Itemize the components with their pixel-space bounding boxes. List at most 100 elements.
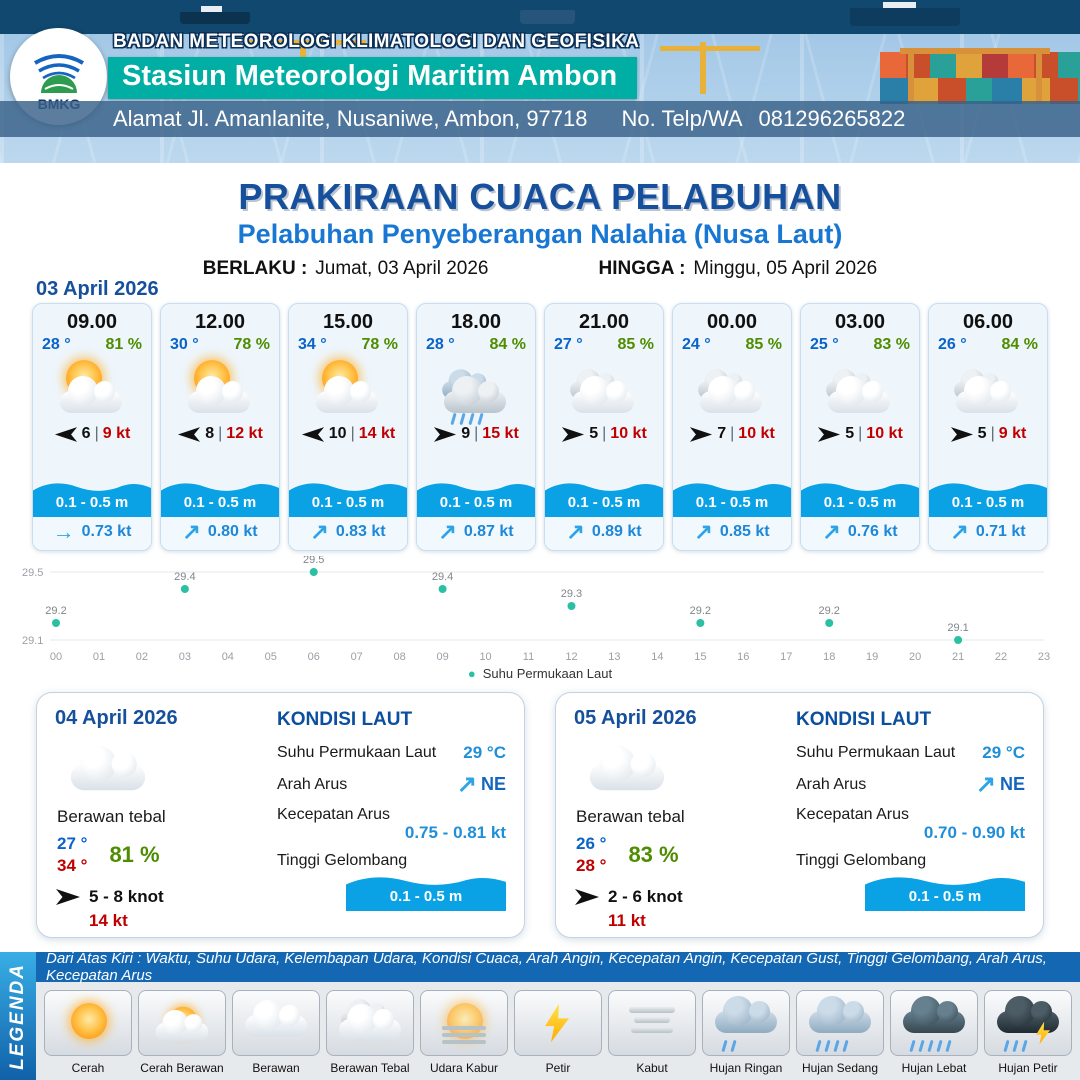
wave-height: 0.1 - 0.5 m	[545, 494, 663, 517]
svg-text:29.4: 29.4	[432, 571, 453, 583]
temp-max: 28 °	[576, 856, 607, 875]
current-row: ↗ 0.80 kt	[161, 517, 279, 550]
gust-speed: 9 kt	[102, 425, 131, 442]
sea-condition-title: KONDISI LAUT	[277, 709, 413, 730]
wind-direction-icon	[950, 426, 973, 442]
air-temperature: 34 °	[298, 336, 327, 353]
station-name: Stasiun Meteorologi Maritim Ambon	[108, 57, 638, 99]
wave-height: 0.1 - 0.5 m	[417, 494, 535, 517]
current-speed: 0.76 kt	[847, 523, 898, 540]
air-temperature: 26 °	[938, 336, 967, 353]
air-temperature: 27 °	[554, 336, 583, 353]
wave-height: 0.1 - 0.5 m	[801, 494, 919, 517]
legend-item-petir: Petir	[514, 990, 602, 1075]
svg-text:19: 19	[866, 651, 878, 663]
svg-text:09: 09	[436, 651, 448, 663]
current-speed-label: Kecepatan Arus	[796, 806, 909, 823]
air-temperature: 30 °	[170, 336, 199, 353]
wind-direction-icon	[575, 889, 599, 905]
berlaku-date: Jumat, 03 April 2026	[315, 258, 489, 279]
wind-speed: 6	[81, 425, 91, 442]
current-speed-label: Kecepatan Arus	[277, 806, 390, 823]
thick-cloud-icon	[335, 997, 405, 1049]
svg-text:11: 11	[523, 651, 534, 663]
humidity: 84 %	[489, 336, 526, 353]
svg-text:14: 14	[651, 651, 663, 663]
wave-crest-icon	[801, 483, 919, 494]
svg-text:23: 23	[1038, 651, 1050, 663]
separator: |	[730, 425, 735, 442]
moderate-rain-icon	[805, 996, 875, 1053]
gust-speed: 14 kt	[358, 425, 396, 442]
sst-value: 29 °C	[463, 743, 506, 762]
svg-text:29.4: 29.4	[174, 571, 195, 583]
current-row: ↗ 0.87 kt	[417, 517, 535, 550]
phone-label: No. Telp/WA	[621, 106, 743, 131]
wave-height: 0.1 - 0.5 m	[161, 494, 279, 517]
wave-crest-icon	[161, 483, 279, 494]
current-speed: 0.89 kt	[591, 523, 642, 540]
daily-forecast-row: 04 April 2026 Berawan tebal 27 ° 34 ° 81…	[36, 692, 1044, 938]
daily-humidity: 83 %	[628, 842, 679, 867]
wave-height-band: 0.1 - 0.5 m	[346, 874, 506, 911]
daily-gust: 11 kt	[608, 911, 646, 930]
current-direction-icon: ↗	[975, 770, 996, 798]
current-speed: 0.85 kt	[719, 523, 770, 540]
wave-height-band: 0.1 - 0.5 m	[289, 480, 407, 517]
svg-text:20: 20	[909, 651, 921, 663]
daily-wind-speed: 2 - 6 knot	[608, 887, 683, 906]
separator: |	[94, 425, 99, 442]
wind-row: 5 | 10 kt	[561, 425, 647, 443]
svg-text:29.1: 29.1	[947, 622, 968, 634]
wave-height-label: Tinggi Gelombang	[277, 852, 408, 869]
legend-title-band: LEGENDA	[0, 952, 36, 1080]
forecast-time: 15.00	[322, 311, 374, 333]
forecast-time: 09.00	[66, 311, 118, 333]
humidity: 85 %	[617, 336, 654, 353]
svg-text:03: 03	[179, 651, 191, 663]
svg-text:18: 18	[823, 651, 835, 663]
daily-wind-row: 5 - 8 knot	[55, 887, 265, 907]
wave-height-band: 0.1 - 0.5 m	[865, 874, 1025, 911]
legend-item-berawan: Berawan	[232, 990, 320, 1075]
legend-item-hujan-sedang: Hujan Sedang	[796, 990, 884, 1075]
weather-icon-berawan-tebal	[70, 745, 265, 793]
svg-text:07: 07	[351, 651, 363, 663]
current-row: → 0.73 kt	[33, 517, 151, 550]
current-row: ↗ 0.89 kt	[545, 517, 663, 550]
current-speed: 0.71 kt	[975, 523, 1026, 540]
wind-direction-icon	[562, 426, 585, 442]
svg-text:29.5: 29.5	[303, 556, 324, 566]
chart-legend: ● Suhu Permukaan Laut	[0, 666, 1080, 681]
current-speed: 0.73 kt	[81, 523, 132, 540]
hourly-card-0900: 09.00 28 ° 81 % 6 | 9 kt 0.1 - 0.5 m → 0.…	[32, 303, 152, 551]
current-row: ↗ 0.76 kt	[801, 517, 919, 550]
wind-row: 7 | 10 kt	[689, 425, 775, 443]
weather-icon-cerah-berawan	[46, 359, 138, 421]
svg-text:29.2: 29.2	[45, 605, 66, 617]
hourly-card-0000: 00.00 24 ° 85 % 7 | 10 kt 0.1 - 0.5 m ↗ 0…	[672, 303, 792, 551]
svg-text:05: 05	[265, 651, 277, 663]
legend-item-hujan-lebat: Hujan Lebat	[890, 990, 978, 1075]
sst-chart: 29.5 29.1 00 01 02 03 04 05 06 07 08 09 10 11 12 13 14 15…	[20, 554, 1060, 668]
humidity: 83 %	[873, 336, 910, 353]
wind-speed: 5	[589, 425, 599, 442]
wind-direction-icon	[301, 426, 324, 442]
current-row: ↗ 0.85 kt	[673, 517, 791, 550]
current-direction-label: Arah Arus	[796, 775, 867, 793]
wave-crest-icon	[673, 483, 791, 494]
wave-crest-icon	[417, 483, 535, 494]
wind-row: 10 | 14 kt	[301, 425, 395, 443]
weather-icon-hujan-sedang	[430, 359, 522, 426]
wind-speed: 10	[328, 425, 347, 442]
wind-direction-icon	[434, 426, 457, 442]
hingga-label: HINGGA :	[598, 258, 686, 279]
haze-sun-icon	[429, 997, 499, 1049]
svg-text:01: 01	[93, 651, 105, 663]
separator: |	[474, 425, 479, 442]
crane-icon	[700, 42, 706, 94]
legend-item-hujan-ringan: Hujan Ringan	[702, 990, 790, 1075]
fog-icon	[617, 997, 687, 1049]
legend-description: Dari Atas Kiri : Waktu, Suhu Udara, Kele…	[46, 950, 1047, 984]
legend-item-cerah-berawan: Cerah Berawan	[138, 990, 226, 1075]
